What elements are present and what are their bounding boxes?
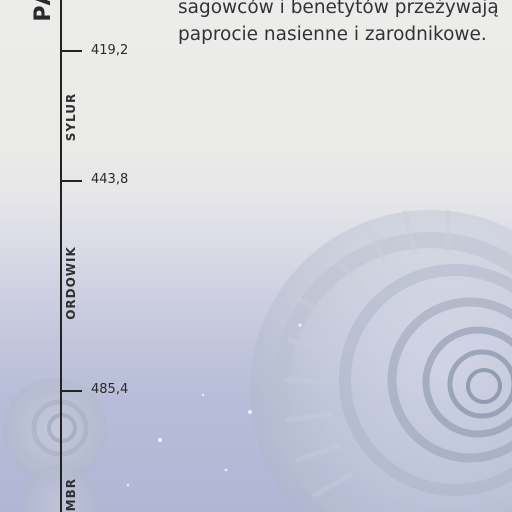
period-label-kambr[interactable]: KAMBR [64, 478, 78, 512]
timeline-tick-2 [60, 180, 82, 182]
period-label-sylur[interactable]: SYLUR [64, 92, 78, 142]
timeline-tick-1 [60, 50, 82, 52]
tick-label-1: 419,2 [91, 43, 129, 58]
tick-label-2: 443,8 [91, 172, 129, 187]
timeline-tick-3 [60, 390, 82, 392]
period-label-ordowik[interactable]: ORDOWIK [64, 246, 78, 320]
timeline-axis [60, 0, 62, 512]
period-description: sagowców i benetytów przeżywają paprocie… [178, 0, 499, 45]
era-label: PA [31, 0, 56, 22]
tick-label-3: 485,4 [91, 382, 129, 397]
